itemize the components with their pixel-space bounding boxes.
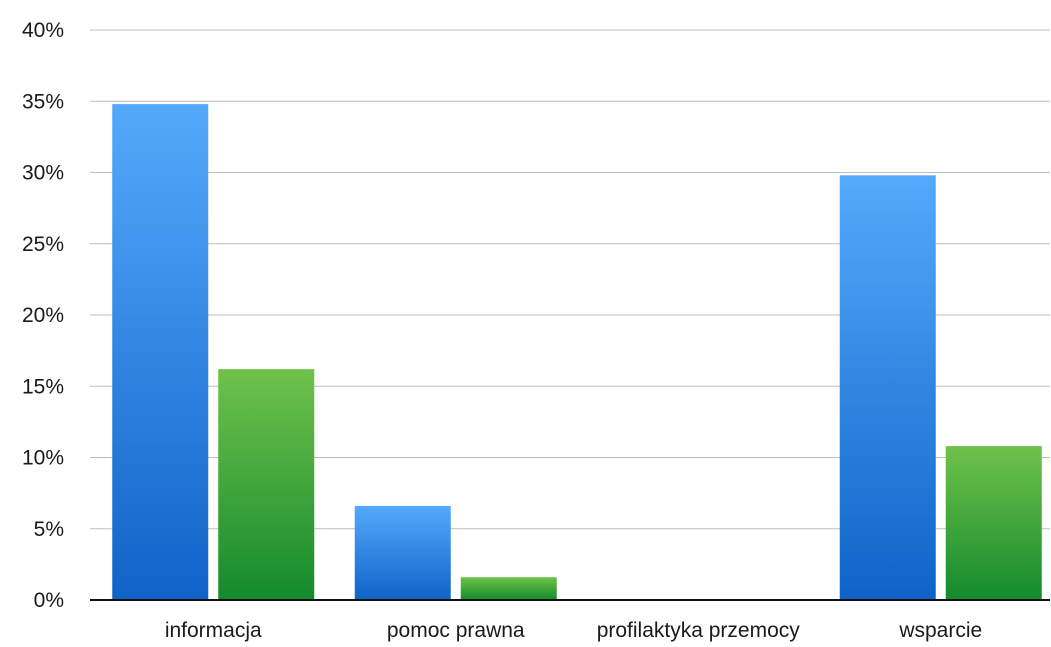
y-tick-label: 0% bbox=[34, 589, 64, 612]
y-axis-tick-labels: 0% 5% 10% 15% 20% 25% 30% 35% 40% bbox=[22, 19, 64, 612]
x-tick-label: pomoc prawna bbox=[387, 619, 525, 642]
x-tick-label: wsparcie bbox=[898, 619, 982, 642]
y-tick-label: 35% bbox=[22, 90, 64, 113]
bars bbox=[112, 104, 1042, 600]
y-tick-label: 10% bbox=[22, 447, 64, 470]
bar-series-2-pomoc-prawna bbox=[460, 577, 557, 600]
bar-series-1-wsparcie bbox=[839, 175, 936, 600]
bar-series-1-informacja bbox=[112, 104, 209, 600]
x-tick-label: informacja bbox=[165, 619, 262, 642]
x-axis-tick-labels: informacja pomoc prawna profilaktyka przem… bbox=[165, 619, 982, 642]
y-tick-label: 40% bbox=[22, 19, 64, 42]
bar-series-2-wsparcie bbox=[945, 446, 1042, 600]
y-tick-label: 15% bbox=[22, 375, 64, 398]
y-tick-label: 5% bbox=[34, 518, 64, 541]
y-tick-label: 25% bbox=[22, 233, 64, 256]
y-tick-label: 20% bbox=[22, 304, 64, 327]
y-tick-label: 30% bbox=[22, 162, 64, 185]
bar-series-1-pomoc-prawna bbox=[354, 505, 451, 600]
x-tick-label: profilaktyka przemocy bbox=[597, 619, 801, 642]
bar-series-2-informacja bbox=[218, 369, 315, 600]
